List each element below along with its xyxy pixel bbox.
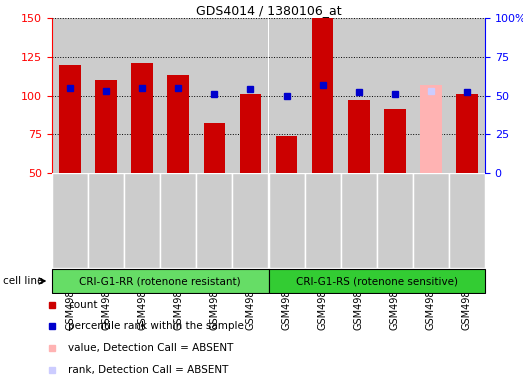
Bar bbox=[456, 94, 478, 173]
Bar bbox=[413, 173, 449, 268]
Bar bbox=[59, 65, 81, 173]
Bar bbox=[413, 18, 449, 173]
Text: cell line: cell line bbox=[3, 276, 43, 286]
Text: percentile rank within the sample: percentile rank within the sample bbox=[68, 321, 244, 331]
Bar bbox=[232, 18, 268, 173]
Bar bbox=[203, 123, 225, 173]
Bar bbox=[268, 18, 304, 173]
Bar bbox=[232, 173, 268, 268]
Bar bbox=[449, 173, 485, 268]
Bar bbox=[340, 173, 377, 268]
Bar bbox=[88, 173, 124, 268]
Text: rank, Detection Call = ABSENT: rank, Detection Call = ABSENT bbox=[68, 364, 229, 375]
Bar bbox=[384, 109, 406, 173]
Bar bbox=[304, 173, 340, 268]
Bar bbox=[52, 18, 88, 173]
Text: CRI-G1-RS (rotenone sensitive): CRI-G1-RS (rotenone sensitive) bbox=[295, 276, 458, 286]
Bar bbox=[340, 18, 377, 173]
Bar bbox=[160, 173, 196, 268]
Bar bbox=[196, 173, 232, 268]
Bar bbox=[131, 63, 153, 173]
Bar bbox=[276, 136, 298, 173]
Title: GDS4014 / 1380106_at: GDS4014 / 1380106_at bbox=[196, 4, 342, 17]
Bar bbox=[167, 75, 189, 173]
Bar bbox=[88, 18, 124, 173]
Bar bbox=[268, 269, 485, 293]
Bar bbox=[348, 100, 370, 173]
Bar bbox=[240, 94, 262, 173]
Text: CRI-G1-RR (rotenone resistant): CRI-G1-RR (rotenone resistant) bbox=[79, 276, 241, 286]
Bar bbox=[52, 269, 268, 293]
Bar bbox=[124, 173, 160, 268]
Text: count: count bbox=[68, 300, 97, 310]
Bar bbox=[95, 80, 117, 173]
Bar bbox=[377, 18, 413, 173]
Bar bbox=[160, 18, 196, 173]
Text: value, Detection Call = ABSENT: value, Detection Call = ABSENT bbox=[68, 343, 233, 353]
Bar bbox=[449, 18, 485, 173]
Bar bbox=[196, 18, 232, 173]
Bar bbox=[52, 173, 88, 268]
Bar bbox=[304, 18, 340, 173]
Bar bbox=[312, 18, 334, 173]
Bar bbox=[377, 173, 413, 268]
Bar bbox=[124, 18, 160, 173]
Bar bbox=[420, 84, 442, 173]
Bar bbox=[268, 173, 304, 268]
